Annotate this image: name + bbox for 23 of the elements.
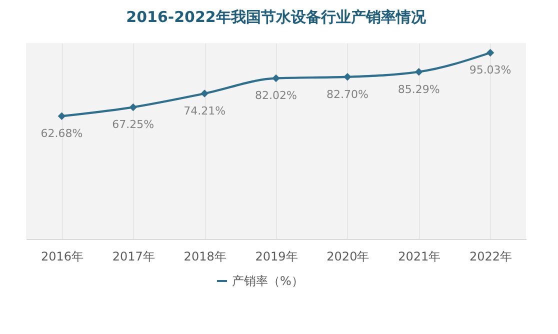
- x-tick-label: 2018年: [184, 250, 226, 264]
- point: [486, 48, 494, 57]
- data-label: 95.03%: [469, 64, 512, 77]
- point: [200, 90, 208, 98]
- data-label: 82.70%: [326, 88, 368, 101]
- point: [129, 103, 138, 112]
- data-label: 62.68%: [40, 127, 83, 140]
- point: [344, 73, 352, 81]
- x-tick-label: 2021年: [398, 250, 441, 264]
- point: [272, 74, 280, 82]
- legend-label: 产销率（%）: [232, 274, 304, 288]
- x-tick-label: 2019年: [255, 250, 298, 264]
- data-label: 74.21%: [184, 104, 226, 118]
- chart-title: 2016-2022年我国节水设备行业产销率情况: [126, 8, 427, 26]
- x-tick-label: 2016年: [40, 250, 84, 264]
- data-label: 82.02%: [255, 89, 297, 102]
- point: [58, 112, 66, 120]
- x-tick-label: 2017年: [112, 250, 155, 264]
- point: [414, 68, 423, 76]
- x-tick-label: 2022年: [470, 250, 512, 264]
- x-tick-label: 2020年: [326, 250, 370, 264]
- data-label: 67.25%: [112, 118, 154, 132]
- data-label: 85.29%: [398, 82, 440, 96]
